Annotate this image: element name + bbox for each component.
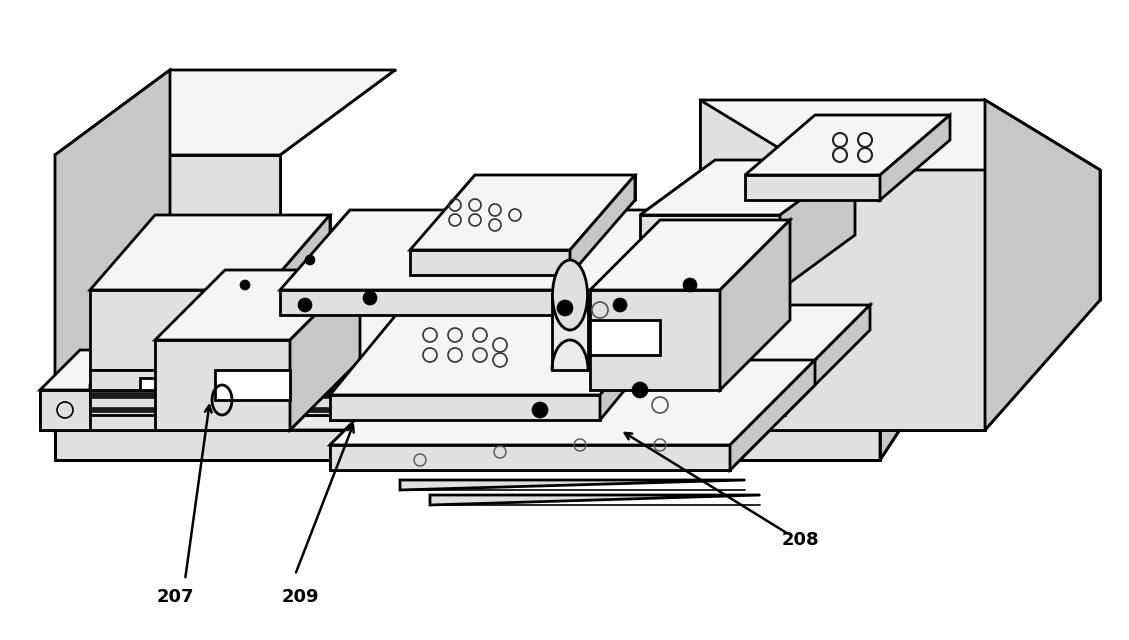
Circle shape bbox=[532, 402, 548, 418]
Polygon shape bbox=[40, 350, 130, 390]
Polygon shape bbox=[90, 370, 175, 390]
Polygon shape bbox=[599, 310, 669, 420]
Polygon shape bbox=[879, 115, 949, 200]
Circle shape bbox=[632, 382, 648, 398]
Polygon shape bbox=[90, 407, 785, 412]
Polygon shape bbox=[570, 175, 634, 275]
Polygon shape bbox=[40, 390, 90, 430]
Polygon shape bbox=[590, 290, 720, 390]
Text: 208: 208 bbox=[781, 531, 819, 549]
Polygon shape bbox=[40, 350, 130, 430]
Circle shape bbox=[364, 291, 377, 305]
Polygon shape bbox=[330, 360, 815, 445]
Polygon shape bbox=[90, 215, 330, 290]
Circle shape bbox=[557, 300, 574, 316]
Polygon shape bbox=[590, 220, 790, 290]
Polygon shape bbox=[55, 70, 170, 430]
Polygon shape bbox=[55, 155, 280, 430]
Polygon shape bbox=[140, 378, 175, 390]
Polygon shape bbox=[745, 115, 949, 175]
Polygon shape bbox=[155, 340, 290, 430]
Polygon shape bbox=[90, 290, 265, 370]
Polygon shape bbox=[155, 270, 360, 340]
Polygon shape bbox=[780, 160, 855, 290]
Polygon shape bbox=[745, 175, 879, 200]
Polygon shape bbox=[410, 250, 570, 275]
Circle shape bbox=[683, 278, 697, 292]
Polygon shape bbox=[330, 395, 599, 420]
Polygon shape bbox=[280, 210, 739, 290]
Polygon shape bbox=[700, 100, 1100, 170]
Polygon shape bbox=[265, 215, 330, 370]
Polygon shape bbox=[90, 305, 870, 390]
Polygon shape bbox=[730, 360, 815, 470]
Polygon shape bbox=[90, 390, 785, 415]
Ellipse shape bbox=[552, 260, 587, 330]
Polygon shape bbox=[590, 320, 660, 355]
Polygon shape bbox=[430, 495, 760, 505]
Polygon shape bbox=[330, 310, 669, 395]
Polygon shape bbox=[55, 270, 984, 430]
Polygon shape bbox=[640, 160, 855, 215]
Text: 209: 209 bbox=[281, 588, 318, 606]
Polygon shape bbox=[55, 430, 879, 460]
Polygon shape bbox=[215, 370, 290, 400]
Polygon shape bbox=[330, 445, 730, 470]
Polygon shape bbox=[720, 220, 790, 390]
Polygon shape bbox=[90, 385, 270, 390]
Polygon shape bbox=[410, 175, 634, 250]
Polygon shape bbox=[55, 70, 395, 155]
Polygon shape bbox=[700, 100, 984, 430]
Polygon shape bbox=[640, 215, 780, 290]
Text: 207: 207 bbox=[156, 588, 194, 606]
Circle shape bbox=[298, 298, 312, 312]
Circle shape bbox=[305, 255, 315, 265]
Polygon shape bbox=[290, 270, 360, 430]
Polygon shape bbox=[984, 100, 1100, 430]
Polygon shape bbox=[552, 295, 588, 370]
Polygon shape bbox=[90, 392, 785, 398]
Polygon shape bbox=[785, 305, 870, 415]
Polygon shape bbox=[669, 210, 739, 315]
Polygon shape bbox=[280, 290, 669, 315]
Circle shape bbox=[613, 298, 627, 312]
Polygon shape bbox=[400, 480, 745, 490]
Circle shape bbox=[240, 280, 250, 290]
Polygon shape bbox=[879, 270, 984, 460]
